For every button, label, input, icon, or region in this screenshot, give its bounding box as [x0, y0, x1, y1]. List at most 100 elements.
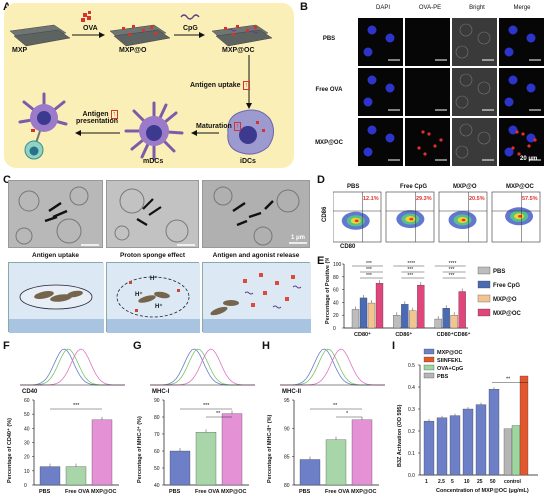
ytick-label: 90 — [154, 398, 160, 404]
nucleus — [367, 75, 377, 85]
schematic-uptake — [8, 262, 104, 333]
proton-label-3: H⁺ — [155, 304, 163, 310]
micrograph-2-0 — [358, 118, 403, 166]
tem-image-2 — [106, 180, 199, 248]
hist-label: CD40 — [22, 389, 38, 395]
i-xlabel: Concentration of MXP@OC (μg/mL) — [436, 488, 529, 494]
e-ytick-label: 40 — [333, 300, 339, 306]
micrograph-1-3 — [499, 68, 544, 116]
caption-antigen-uptake: Antigen uptake — [32, 252, 79, 259]
e-bar — [417, 284, 425, 329]
ova-signal — [421, 130, 425, 134]
sig-mark: *** — [203, 403, 210, 409]
e-ytick-label: 20 — [333, 313, 339, 319]
e-sig: *** — [407, 267, 413, 273]
cell-outline — [455, 45, 469, 59]
mxp-label: MXP — [12, 47, 28, 54]
ytick-label: 50 — [154, 466, 160, 472]
panel-i-label: I — [392, 340, 396, 352]
e-legend-swatch — [477, 280, 491, 289]
i-bar-control — [519, 375, 529, 476]
micrograph-1-0 — [358, 68, 403, 116]
flow-title: PBS — [347, 184, 359, 190]
xtick-label: PBS — [299, 489, 311, 495]
e-xtick-label: CD80⁺CD86⁺ — [437, 331, 471, 338]
e-bar — [375, 283, 384, 329]
tem-scale-label: 1 μm — [291, 235, 306, 241]
flow-plot-frame — [438, 191, 488, 243]
nucleus — [526, 133, 536, 143]
e-sig: **** — [407, 261, 415, 267]
e-sig: *** — [366, 261, 372, 267]
hist-label: MHC-II — [282, 389, 301, 395]
histogram-curve — [280, 348, 385, 386]
e-sig: *** — [366, 273, 372, 279]
ytick-label: 90 — [284, 426, 290, 432]
e-legend-label: MXP@O — [493, 297, 517, 303]
i-ytick-label: 0.4 — [408, 385, 415, 391]
e-bar — [401, 304, 409, 329]
panel-d-label: D — [317, 174, 325, 186]
nucleus — [385, 83, 395, 93]
i-ytick-label: 0.0 — [408, 473, 415, 479]
sig-mark: *** — [73, 403, 80, 409]
chart-i: 0.0 0.1 0.2 0.3 0.4 0.5 B3Z Activation (OD 595… — [397, 348, 538, 494]
e-sig: *** — [449, 273, 455, 279]
row-pbs: PBS — [322, 36, 336, 42]
sig-mark: ** — [333, 403, 338, 409]
panel-h-label: H — [262, 340, 270, 352]
ova-signal — [527, 144, 531, 148]
histogram-curve — [280, 348, 385, 386]
xtick-label: Free OVA — [195, 489, 220, 495]
e-ytick-label: 100 — [333, 262, 342, 268]
i-bar-control — [511, 425, 521, 476]
bar — [221, 413, 243, 486]
nucleus — [504, 47, 514, 57]
flow-percent: 20.5% — [469, 196, 485, 202]
cell-outline — [459, 123, 473, 137]
flow-plots: PBS 12.1% Free CpG 29.3% MXP@O 20.5% MXP@OC 57.… — [333, 184, 541, 243]
i-bar-mxp — [462, 408, 474, 476]
histogram-curve — [20, 348, 125, 386]
flow-percent: 57.5% — [522, 196, 538, 202]
ytick-label: 85 — [284, 455, 290, 461]
schematic-release — [202, 262, 311, 333]
e-legend-swatch — [477, 308, 491, 317]
i-ytick-label: 0.3 — [408, 407, 415, 413]
ova-signal — [533, 138, 537, 142]
schematic-drawing — [9, 11, 274, 161]
ytick-label: 40 — [24, 426, 30, 432]
flow-plot-frame — [385, 191, 435, 243]
e-sig: *** — [366, 267, 372, 273]
flow-title: MXP@O — [453, 184, 477, 190]
e-legend-swatch — [477, 266, 491, 275]
cell-outline — [459, 73, 473, 87]
i-ytick-label: 0.1 — [408, 451, 415, 457]
i-ytick-label: 0.2 — [408, 429, 415, 435]
e-bar — [458, 291, 466, 329]
ylabel: Percentage of MHC-I⁺ (%) — [136, 416, 143, 483]
flow-title: MXP@OC — [506, 184, 535, 190]
i-bar-control — [503, 428, 513, 476]
nucleus — [526, 33, 536, 43]
micrograph-0-0 — [358, 18, 403, 66]
bar — [91, 419, 113, 486]
idcs-label: iDCs — [240, 158, 256, 165]
caption-release: Antigen and agonist release — [212, 252, 300, 259]
ova-signal — [511, 146, 515, 150]
i-xtick-label: 5 — [451, 479, 454, 485]
histogram-curve — [150, 348, 255, 386]
micrograph-1-2 — [452, 68, 497, 116]
ova-signal — [423, 152, 427, 156]
chart-f: CD40 0 10 20 30 40 50 60 Percentage of CD40⁺ (%)… — [6, 348, 125, 495]
mdcs-label: mDCs — [143, 158, 164, 165]
nucleus — [504, 97, 514, 107]
nucleus — [508, 125, 518, 135]
row-free-ova: Free OVA — [315, 87, 343, 93]
chart-g: MHC-I 40 50 60 70 80 90 Percentage of MHC-I⁺ (%… — [136, 348, 255, 495]
ova-signal — [515, 130, 519, 134]
xtick-label: PBS — [169, 489, 181, 495]
e-xtick-label: CD80⁺ — [354, 331, 371, 338]
cpg-label: CpG — [183, 25, 198, 32]
e-ytick-label: 0 — [333, 326, 336, 332]
